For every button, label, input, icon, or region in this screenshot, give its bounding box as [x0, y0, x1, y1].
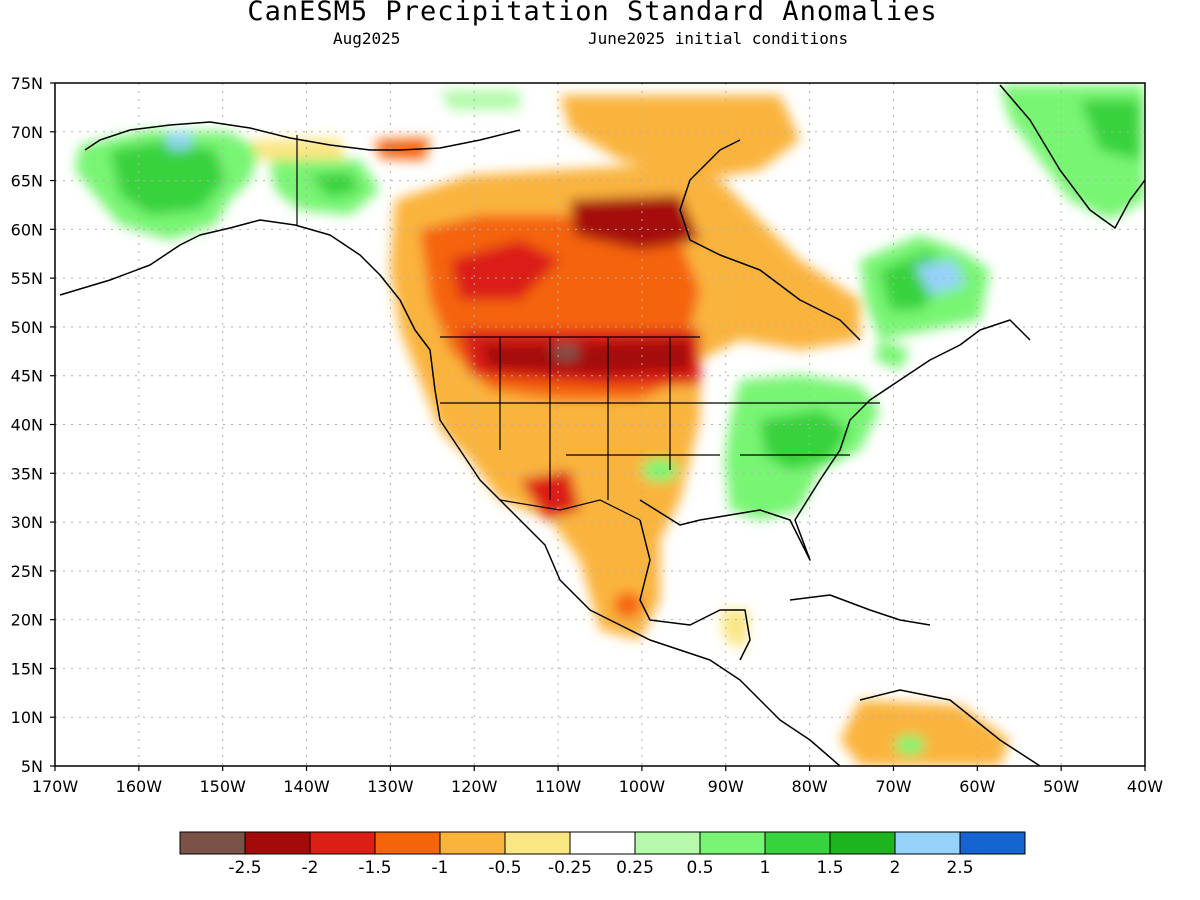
colorbar-swatch [309, 831, 376, 855]
political-borders [296, 135, 880, 521]
lat-label: 45N [11, 367, 43, 386]
lon-label: 90W [708, 777, 744, 796]
lat-label: 75N [11, 74, 43, 93]
colorbar-swatch [569, 831, 636, 855]
latitude-labels: 75N 70N 65N 60N 55N 50N 45N 40N 35N 30N 25N 20N 15N 1… [11, 74, 55, 776]
lon-label: 140W [283, 777, 330, 796]
anomaly-shading [75, 85, 1145, 766]
lon-label: 110W [535, 777, 582, 796]
graticule [55, 83, 1145, 766]
colorbar-swatch [504, 831, 571, 855]
colorbar-swatch [244, 831, 311, 855]
colorbar-label: 2.5 [946, 858, 973, 878]
lat-label: 35N [11, 464, 43, 483]
lon-label: 70W [875, 777, 911, 796]
lat-label: 70N [11, 123, 43, 142]
lon-label: 120W [451, 777, 498, 796]
colorbar-swatch [634, 831, 701, 855]
colorbar-label: 0.25 [616, 858, 654, 878]
lat-label: 5N [21, 757, 43, 776]
colorbar-swatch [894, 831, 961, 855]
colorbar-swatch [959, 831, 1026, 855]
colorbar-label: 2 [890, 858, 901, 878]
lat-label: 60N [11, 220, 43, 239]
colorbar-swatch [179, 831, 246, 855]
lat-label: 65N [11, 172, 43, 191]
lon-label: 50W [1043, 777, 1079, 796]
colorbar-label: 1.5 [816, 858, 843, 878]
colorbar-swatch [829, 831, 896, 855]
colorbar-label: -0.5 [488, 858, 521, 878]
colorbar-label: -2 [302, 858, 319, 878]
colorbar-label: -0.25 [548, 858, 592, 878]
lat-label: 10N [11, 708, 43, 727]
initial-conditions: June2025 initial conditions [588, 29, 849, 48]
colorbar-label: 0.5 [686, 858, 713, 878]
lon-label: 40W [1127, 777, 1163, 796]
lat-label: 40N [11, 416, 43, 435]
colorbar [179, 831, 1026, 855]
colorbar-labels: -2.5 -2 -1.5 -1 -0.5 -0.25 0.25 0.5 1 1.5 2 2.5 [228, 858, 973, 878]
colorbar-swatch [699, 831, 766, 855]
lon-label: 150W [200, 777, 247, 796]
lon-label: 80W [792, 777, 828, 796]
forecast-month: Aug2025 [333, 29, 401, 48]
colorbar-swatch [439, 831, 506, 855]
colorbar-label: -1 [432, 858, 449, 878]
colorbar-label: -2.5 [228, 858, 261, 878]
lat-label: 55N [11, 269, 43, 288]
lon-label: 100W [619, 777, 666, 796]
longitude-labels: 170W 160W 150W 140W 130W 120W 110W 100W 90W 80W 70… [32, 766, 1163, 796]
lon-label: 170W [32, 777, 79, 796]
lat-label: 30N [11, 513, 43, 532]
lon-label: 60W [959, 777, 995, 796]
lon-label: 160W [116, 777, 163, 796]
colorbar-swatch [764, 831, 831, 855]
chart-title: CanESM5 Precipitation Standard Anomalies [247, 0, 938, 27]
lat-label: 15N [11, 659, 43, 678]
lat-label: 50N [11, 318, 43, 337]
coastlines [59, 84, 1145, 766]
lat-label: 25N [11, 562, 43, 581]
colorbar-label: -1.5 [358, 858, 391, 878]
lon-label: 130W [367, 777, 414, 796]
lat-label: 20N [11, 611, 43, 630]
colorbar-swatch [374, 831, 441, 855]
colorbar-label: 1 [760, 858, 771, 878]
